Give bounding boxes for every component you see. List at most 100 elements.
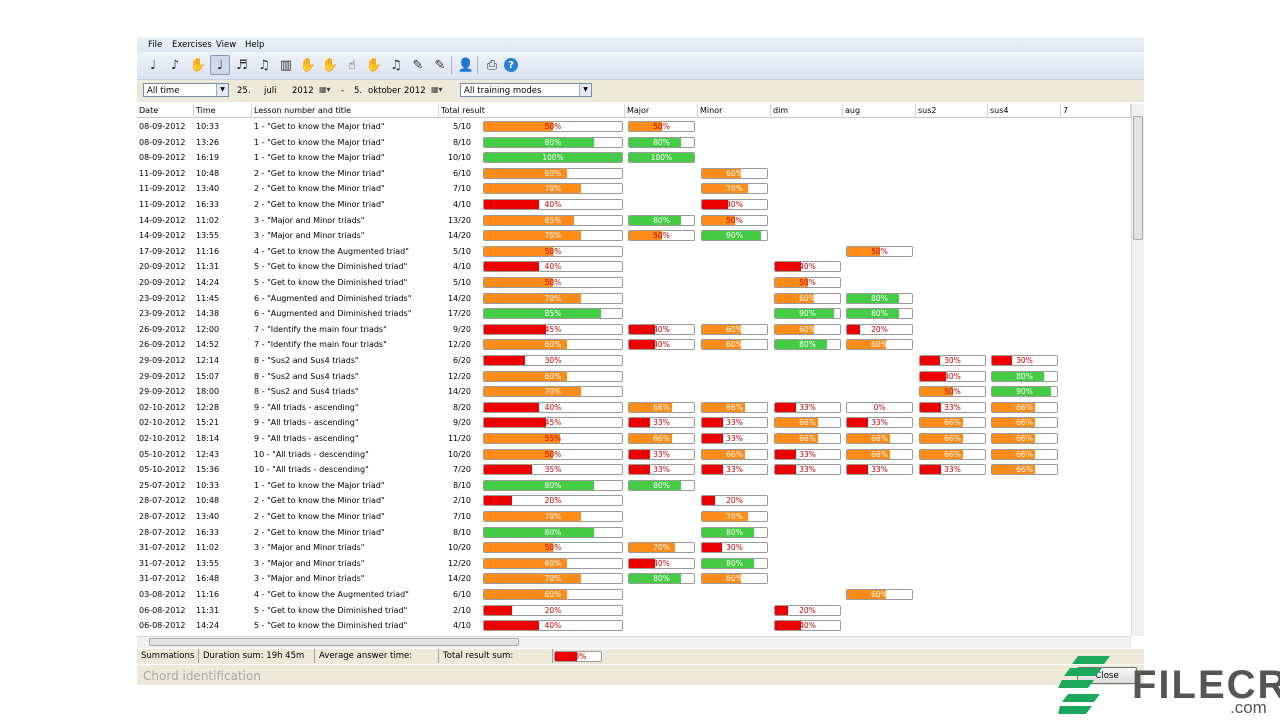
table-row[interactable]: 02-10-2012 18:14 9 - "All triads - ascendi… [137,431,1131,447]
result-bar: 80% [483,526,623,538]
table-row[interactable]: 17-09-2012 11:16 4 - "Get to know the Augm… [137,244,1131,260]
vertical-scroll-thumb[interactable] [1133,116,1143,240]
horizontal-scrollbar[interactable] [137,636,1131,648]
cell-lesson-title: 1 - "Get to know the Major triad" [254,137,385,147]
note-branch-icon[interactable]: ♫ [258,57,270,73]
piano-keys-icon[interactable]: ▥ [279,57,293,73]
table-row[interactable]: 11-09-2012 10:48 2 - "Get to know the Mino… [137,166,1131,182]
calendar-icon[interactable]: ▦▾ [319,85,331,94]
ear-notes-2-icon[interactable]: ✎ [434,57,446,73]
column-header-major[interactable]: Major [625,104,698,118]
table-row[interactable]: 06-08-2012 14:24 5 - "Get to know the Dimi… [137,618,1131,634]
table-row[interactable]: 28-07-2012 10:48 2 - "Get to know the Mino… [137,493,1131,509]
table-row[interactable]: 06-08-2012 11:31 5 - "Get to know the Dimi… [137,603,1131,619]
table-row[interactable]: 08-09-2012 16:19 1 - "Get to know the Majo… [137,150,1131,166]
cell-score: 14/20 [447,387,471,397]
notes-piano-icon[interactable]: ♫ [390,57,402,73]
result-bar-label: 80% [726,558,743,568]
table-row[interactable]: 11-09-2012 16:33 2 - "Get to know the Mino… [137,197,1131,213]
menu-help[interactable]: Help [245,40,265,50]
table-row[interactable]: 23-09-2012 11:45 6 - "Augmented and Dimini… [137,291,1131,307]
hand-notes-icon[interactable]: ✋ [299,57,317,73]
table-row[interactable]: 29-09-2012 15:07 8 - "Sus2 and Sus4 triads… [137,369,1131,385]
column-header-lesson-number-and-title[interactable]: Lesson number and title [252,104,439,118]
table-row[interactable]: 05-10-2012 15:36 10 - "All triads - descen… [137,462,1131,478]
table-row[interactable]: 31-07-2012 13:55 3 - "Major and Minor tria… [137,556,1131,572]
table-row[interactable]: 08-09-2012 10:33 1 - "Get to know the Majo… [137,119,1131,135]
table-row[interactable]: 31-07-2012 16:48 3 - "Major and Minor tria… [137,571,1131,587]
result-bar-fill [847,434,890,443]
result-bar-fill [484,168,567,178]
table-row[interactable]: 28-07-2012 16:33 2 - "Get to know the Mino… [137,525,1131,541]
statistics-user-icon[interactable]: 👤 [457,57,475,73]
period-select[interactable]: All time ▼ [143,83,229,97]
table-row[interactable]: 26-09-2012 12:00 7 - "Identify the main fo… [137,322,1131,338]
table-row[interactable]: 02-10-2012 15:21 9 - "All triads - ascendi… [137,415,1131,431]
column-header-aug[interactable]: aug [843,104,916,118]
from-month[interactable]: juli [264,86,277,96]
cell-score: 7/10 [453,184,471,194]
total-result-progress-fill [555,652,578,661]
to-day[interactable]: 5. [354,86,363,96]
column-header-dim[interactable]: dim [771,104,843,118]
result-bar: 66% [991,401,1058,413]
table-row[interactable]: 23-09-2012 14:38 6 - "Augmented and Dimini… [137,306,1131,322]
chord-down-icon[interactable]: ♩ [149,57,157,73]
result-bar-label: 80% [1016,371,1033,381]
table-row[interactable]: 20-09-2012 14:24 5 - "Get to know the Dimi… [137,275,1131,291]
from-day[interactable]: 25. [237,86,251,96]
ear-notes-icon[interactable]: ✎ [412,57,424,73]
column-header-sus2[interactable]: sus2 [916,104,988,118]
table-row[interactable]: 02-10-2012 12:28 9 - "All triads - ascendi… [137,400,1131,416]
table-row[interactable]: 03-08-2012 11:16 4 - "Get to know the Augm… [137,587,1131,603]
note-up-icon[interactable]: ♬ [236,57,248,73]
table-row[interactable]: 31-07-2012 11:02 3 - "Major and Minor tria… [137,540,1131,556]
to-month[interactable]: oktober [368,86,401,96]
chord-up-icon[interactable]: ♪ [170,57,180,73]
cell-lesson-title: 6 - "Augmented and Diminished triads" [254,309,412,319]
single-note-icon[interactable]: ♩ [210,55,230,75]
result-bar-fill [702,496,715,506]
calendar-icon[interactable]: ▦▾ [431,85,443,94]
table-row[interactable]: 26-09-2012 14:52 7 - "Identify the main fo… [137,337,1131,353]
table-row[interactable]: 11-09-2012 13:40 2 - "Get to know the Mino… [137,181,1131,197]
column-header-minor[interactable]: Minor [698,104,771,118]
result-bar: 50% [628,121,695,132]
result-bar: 60% [483,589,623,600]
from-year[interactable]: 2012 [292,86,314,96]
table-row[interactable]: 14-09-2012 13:55 3 - "Major and Minor tria… [137,228,1131,244]
hand-notes-3-icon[interactable]: ✋ [365,57,383,73]
cell-date: 29-09-2012 [139,371,186,381]
table-row[interactable]: 29-09-2012 18:00 8 - "Sus2 and Sus4 triads… [137,384,1131,400]
table-row[interactable]: 08-09-2012 13:26 1 - "Get to know the Majo… [137,135,1131,151]
help-icon[interactable]: ? [504,58,518,72]
print-icon[interactable]: ⎙ [486,57,498,73]
column-header-date[interactable]: Date [137,104,194,118]
to-year[interactable]: 2012 [404,86,426,96]
table-row[interactable]: 28-07-2012 13:40 2 - "Get to know the Mino… [137,509,1131,525]
table-row[interactable]: 29-09-2012 12:14 8 - "Sus2 and Sus4 triads… [137,353,1131,369]
result-bar: 60% [483,370,623,382]
column-header-7[interactable]: 7 [1061,104,1131,118]
table-row[interactable]: 05-10-2012 12:43 10 - "All triads - descen… [137,447,1131,463]
result-bar-label: 50% [944,387,961,397]
menu-file[interactable]: File [148,40,163,50]
hand-notes-2-icon[interactable]: ✋ [321,57,339,73]
menu-exercises[interactable]: Exercises [172,40,212,50]
cell-time: 16:33 [196,200,220,209]
training-mode-select[interactable]: All training modes ▼ [460,83,592,97]
column-header-total-result[interactable]: Total result [439,104,625,118]
hand-pointer-icon[interactable]: ☝ [348,57,356,73]
vertical-scrollbar[interactable] [1131,104,1144,636]
table-row[interactable]: 25-07-2012 10:33 1 - "Get to know the Majo… [137,478,1131,494]
result-bar-fill [775,309,834,319]
column-header-sus4[interactable]: sus4 [988,104,1061,118]
horizontal-scroll-thumb[interactable] [149,638,519,646]
table-row[interactable]: 20-09-2012 11:31 5 - "Get to know the Dimi… [137,259,1131,275]
table-row[interactable]: 14-09-2012 11:02 3 - "Major and Minor tria… [137,213,1131,229]
ear-hand-icon[interactable]: ✋ [189,57,207,73]
column-header-time[interactable]: Time [194,104,252,118]
menu-view[interactable]: View [216,40,237,50]
result-bar-label: 50% [544,543,562,553]
result-bar-label: 40% [726,200,743,209]
